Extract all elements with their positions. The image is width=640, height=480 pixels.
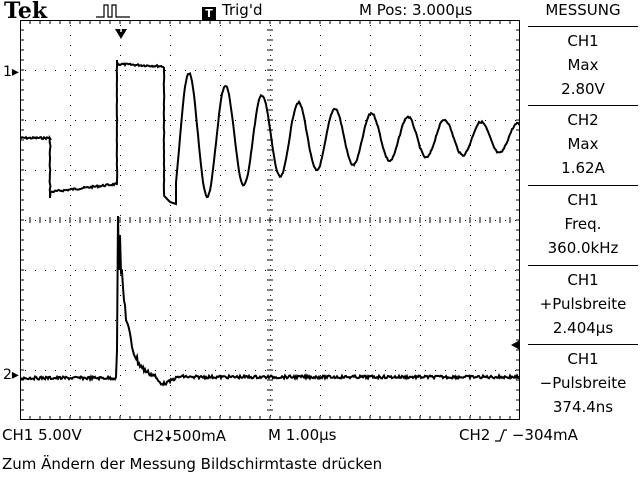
ch1-ground-marker: 1▸ (3, 64, 19, 80)
trigger-level: −304mA (511, 426, 578, 444)
ch2-ground-marker: 2▸ (3, 367, 19, 383)
waveform-display[interactable] (20, 20, 520, 420)
measurement-type: −Pulsbreite (539, 374, 627, 392)
measurement-source: CH1 (567, 350, 599, 368)
measurement-source: CH1 (567, 271, 599, 289)
measurement-type: Freq. (564, 215, 602, 233)
measurement-slot-2[interactable]: CH2 Max 1.62A (528, 105, 638, 181)
measurement-value: 2.404µs (552, 319, 614, 337)
measurement-source: CH2 (567, 111, 599, 129)
help-message: Zum Ändern der Messung Bildschirmtaste d… (2, 455, 383, 473)
measurement-slot-5[interactable]: CH1 −Pulsbreite 374.4ns (528, 344, 638, 420)
measurement-value: 360.0kHz (547, 239, 619, 257)
trigger-source: CH2 (459, 426, 491, 444)
trigger-level-marker-icon (511, 340, 520, 350)
measurement-type: +Pulsbreite (539, 295, 627, 313)
trigger-status-label: Trig'd (222, 1, 263, 19)
ground-coupling-icon: 🠇 (164, 427, 173, 445)
trigger-status: T Trig'd (202, 1, 262, 21)
measurement-panel: MESSUNG CH1 Max 2.80V CH2 Max 1.62A CH1 … (526, 0, 640, 420)
measurement-slot-3[interactable]: CH1 Freq. 360.0kHz (528, 185, 638, 261)
measurement-value: 374.4ns (552, 398, 614, 416)
trigger-readout: CH2 −304mA (459, 426, 578, 444)
rising-edge-icon (495, 426, 508, 444)
trigger-position-marker-icon (115, 28, 127, 39)
trigger-badge: T (202, 7, 216, 21)
measurement-type: Max (567, 135, 599, 153)
acquisition-pulse-icon (96, 4, 130, 18)
timebase-readout: M 1.00µs (268, 426, 337, 444)
measurement-slot-4[interactable]: CH1 +Pulsbreite 2.404µs (528, 265, 638, 341)
horizontal-position: M Pos: 3.000µs (359, 1, 473, 19)
ch1-waveform-trace (20, 59, 520, 206)
ch2-scale-readout: CH2🠇500mA (133, 426, 226, 451)
menu-title: MESSUNG (545, 1, 621, 19)
measurement-source: CH1 (567, 191, 599, 209)
ch2-scale-value: 500mA (172, 427, 227, 445)
measurement-slot-1[interactable]: CH1 Max 2.80V (528, 26, 638, 102)
ch1-scale-readout: CH1 5.00V (2, 426, 82, 444)
ch2-waveform-trace (20, 215, 520, 387)
measurement-value: 1.62A (561, 159, 605, 177)
measurement-value: 2.80V (561, 80, 605, 98)
graticule-grid (25, 25, 516, 416)
measurement-source: CH1 (567, 32, 599, 50)
ch2-label: CH2 (133, 427, 165, 445)
measurement-type: Max (567, 56, 599, 74)
graticule-center-ticks (20, 20, 520, 420)
